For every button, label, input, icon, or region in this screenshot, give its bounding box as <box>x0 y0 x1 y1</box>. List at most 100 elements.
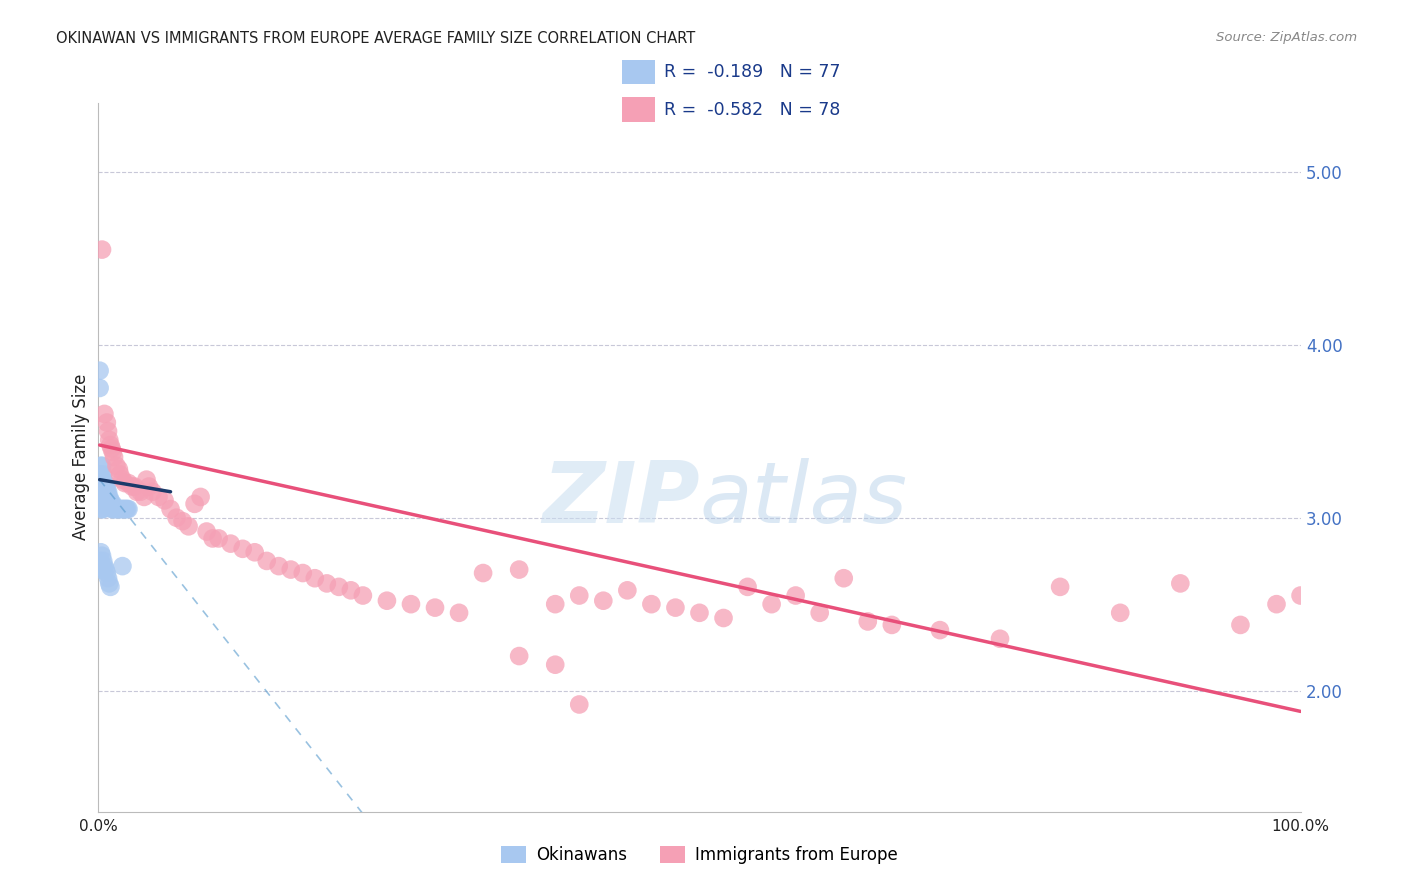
Point <box>91 458 114 473</box>
Point <box>508 648 530 663</box>
Point <box>195 524 218 539</box>
Point <box>103 502 125 516</box>
Point <box>125 484 148 499</box>
Point <box>616 583 638 598</box>
Point <box>713 611 735 625</box>
Legend: Okinawans, Immigrants from Europe: Okinawans, Immigrants from Europe <box>495 839 904 871</box>
Point <box>108 502 131 516</box>
Point <box>96 416 118 430</box>
Point <box>89 364 111 378</box>
Point <box>90 473 112 487</box>
Point <box>166 510 188 524</box>
Point <box>91 243 114 257</box>
Point <box>94 563 117 577</box>
Point <box>447 606 470 620</box>
Point <box>124 479 146 493</box>
Point <box>108 467 131 482</box>
Point <box>568 698 591 712</box>
Point <box>132 490 155 504</box>
Point <box>544 657 567 672</box>
Point <box>105 502 128 516</box>
Point <box>90 476 112 491</box>
Point <box>375 593 398 607</box>
Point <box>592 593 614 607</box>
Point <box>94 490 117 504</box>
Point <box>91 493 114 508</box>
Point <box>232 541 254 556</box>
Point <box>91 490 114 504</box>
Point <box>97 493 120 508</box>
Point <box>880 618 903 632</box>
Point <box>928 623 950 637</box>
Text: R =  -0.189   N = 77: R = -0.189 N = 77 <box>665 62 841 80</box>
Point <box>98 490 121 504</box>
Point <box>112 502 135 516</box>
Point <box>107 502 129 516</box>
Point <box>93 476 115 491</box>
Point <box>399 597 422 611</box>
Point <box>100 497 122 511</box>
Point <box>103 450 125 464</box>
Point <box>91 490 114 504</box>
Point <box>177 519 200 533</box>
Point <box>91 493 114 508</box>
Text: OKINAWAN VS IMMIGRANTS FROM EUROPE AVERAGE FAMILY SIZE CORRELATION CHART: OKINAWAN VS IMMIGRANTS FROM EUROPE AVERA… <box>56 31 696 46</box>
Point <box>91 467 114 482</box>
Text: atlas: atlas <box>700 458 907 541</box>
Text: R =  -0.582   N = 78: R = -0.582 N = 78 <box>665 101 841 119</box>
Point <box>93 479 115 493</box>
Point <box>138 479 160 493</box>
Point <box>135 473 157 487</box>
Point <box>91 484 114 499</box>
Point <box>91 502 114 516</box>
Point <box>423 600 446 615</box>
Point <box>129 484 152 499</box>
Point <box>91 559 114 574</box>
Point <box>1265 597 1288 611</box>
Bar <box>621 97 655 122</box>
Point <box>114 476 136 491</box>
Point <box>183 497 205 511</box>
Point <box>94 479 117 493</box>
Point <box>108 462 131 476</box>
Point <box>93 493 115 508</box>
Point <box>141 484 163 499</box>
Point <box>153 493 176 508</box>
Point <box>98 433 121 447</box>
Point <box>291 566 314 580</box>
Point <box>315 576 337 591</box>
Point <box>640 597 662 611</box>
Point <box>91 549 114 563</box>
Point <box>148 490 170 504</box>
Point <box>201 532 224 546</box>
Point <box>91 479 114 493</box>
Point <box>114 502 136 516</box>
Point <box>101 445 124 459</box>
Point <box>1229 618 1251 632</box>
Point <box>91 484 114 499</box>
Point <box>91 473 114 487</box>
Point <box>808 606 831 620</box>
Point <box>90 490 112 504</box>
Point <box>856 615 879 629</box>
Point <box>1049 580 1071 594</box>
Point <box>159 502 181 516</box>
Point <box>97 424 120 438</box>
Text: ZIP: ZIP <box>541 458 700 541</box>
Point <box>90 545 112 559</box>
Point <box>100 497 122 511</box>
Point <box>97 484 120 499</box>
Point <box>1289 589 1312 603</box>
Point <box>328 580 350 594</box>
Point <box>96 490 118 504</box>
Point <box>190 490 212 504</box>
Point <box>94 476 117 491</box>
Point <box>91 497 114 511</box>
Point <box>90 493 112 508</box>
Point <box>93 407 115 421</box>
Point <box>101 497 124 511</box>
Point <box>90 479 112 493</box>
Point <box>111 559 134 574</box>
Point <box>96 479 118 493</box>
Point <box>737 580 759 594</box>
